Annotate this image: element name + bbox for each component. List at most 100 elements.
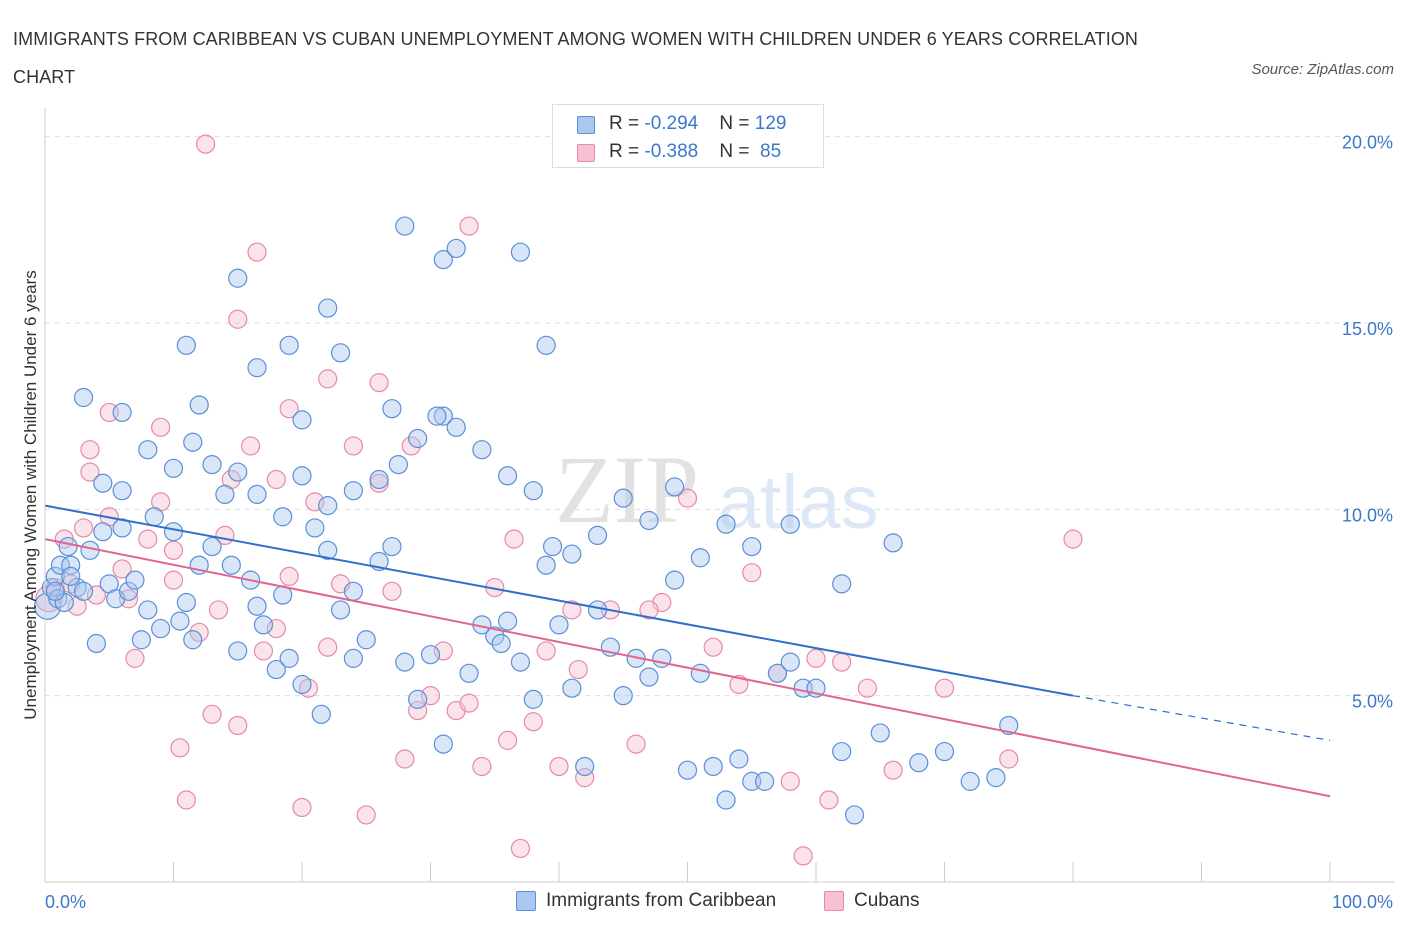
caribbean-point bbox=[228, 268, 248, 288]
caribbean-point bbox=[247, 484, 267, 505]
caribbean-point bbox=[86, 633, 107, 654]
caribbean-point bbox=[163, 522, 184, 542]
caribbean-r-label: R = bbox=[609, 113, 645, 134]
caribbean-point bbox=[575, 756, 595, 777]
caribbean-point bbox=[716, 790, 736, 810]
cubans-swatch bbox=[577, 144, 595, 162]
caribbean-point bbox=[247, 596, 267, 616]
caribbean-point bbox=[330, 343, 351, 363]
caribbean-point bbox=[677, 760, 698, 780]
caribbean-point bbox=[703, 756, 723, 777]
cubans-point bbox=[459, 693, 479, 713]
caribbean-point bbox=[228, 462, 248, 482]
caribbean-point bbox=[183, 432, 203, 452]
caribbean-point bbox=[273, 507, 293, 527]
cubans-point bbox=[253, 641, 274, 661]
cubans-point bbox=[241, 436, 261, 456]
cubans-point bbox=[318, 369, 338, 389]
caribbean-point bbox=[45, 566, 65, 587]
cubans-point bbox=[266, 469, 286, 490]
caribbean-point bbox=[523, 481, 543, 501]
cubans-point bbox=[498, 730, 518, 750]
caribbean-point bbox=[485, 626, 505, 646]
y-axis-label: Unemployment Among Women with Children U… bbox=[21, 270, 40, 719]
axes bbox=[44, 108, 1395, 883]
caribbean-point bbox=[498, 466, 518, 486]
x-tick-label: 100.0% bbox=[1332, 892, 1393, 912]
caribbean-point bbox=[587, 525, 608, 546]
cubans-point bbox=[112, 559, 132, 579]
caribbean-point bbox=[61, 566, 81, 587]
cubans-point bbox=[343, 436, 363, 456]
cubans-point bbox=[459, 216, 479, 236]
cubans-point bbox=[536, 641, 556, 661]
caribbean-point bbox=[131, 630, 151, 650]
caribbean-point bbox=[690, 548, 710, 568]
caribbean-point bbox=[767, 663, 788, 683]
caribbean-point bbox=[909, 753, 929, 773]
chart-title: IMMIGRANTS FROM CARIBBEAN VS CUBAN UNEMP… bbox=[13, 29, 1139, 87]
cubans-point bbox=[305, 492, 325, 512]
watermark: ZIP atlas bbox=[555, 436, 879, 545]
y-tick-label: 5.0% bbox=[1352, 692, 1393, 712]
cubans-point bbox=[356, 805, 376, 825]
cubans-point bbox=[208, 600, 229, 620]
caribbean-point bbox=[491, 633, 511, 654]
cubans-point bbox=[279, 399, 299, 419]
cubans-point bbox=[626, 734, 646, 754]
cubans-point bbox=[202, 704, 222, 724]
caribbean-point bbox=[549, 615, 569, 635]
caribbean-point bbox=[536, 555, 556, 575]
cubans-point bbox=[176, 790, 196, 810]
caribbean-point bbox=[446, 417, 466, 437]
caribbean-point bbox=[176, 592, 196, 613]
caribbean-point bbox=[189, 395, 209, 415]
caribbean-point bbox=[832, 741, 852, 762]
caribbean-point bbox=[665, 570, 685, 590]
cubans-point bbox=[80, 440, 100, 460]
caribbean-point bbox=[690, 663, 710, 683]
caribbean-point bbox=[562, 678, 582, 698]
caribbean-point bbox=[58, 536, 78, 557]
y-tick-labels: 5.0% 10.0% 15.0% 20.0% bbox=[1342, 133, 1393, 712]
caribbean-point bbox=[427, 406, 447, 426]
caribbean-point bbox=[832, 574, 852, 594]
cubans-point bbox=[369, 373, 389, 393]
cubans-n-label: N = bbox=[719, 141, 755, 162]
caribbean-point bbox=[754, 771, 775, 791]
cubans-point bbox=[228, 309, 248, 329]
caribbean-point bbox=[125, 570, 145, 590]
caribbean-point bbox=[388, 454, 408, 475]
caribbean-n-value: 129 bbox=[754, 113, 787, 134]
caribbean-point bbox=[202, 454, 222, 475]
caribbean-point bbox=[292, 466, 312, 486]
cubans-point bbox=[883, 760, 903, 780]
cubans-point bbox=[292, 797, 312, 818]
caribbean-point bbox=[395, 216, 415, 236]
cubans-points bbox=[35, 134, 1083, 866]
cubans-point bbox=[639, 600, 659, 620]
cubans-point bbox=[433, 641, 453, 661]
caribbean-point bbox=[395, 652, 415, 672]
caribbean-point bbox=[472, 440, 492, 460]
cubans-point bbox=[934, 678, 955, 698]
caribbean-point bbox=[665, 477, 685, 497]
caribbean-point bbox=[613, 488, 633, 508]
caribbean-point bbox=[279, 648, 299, 668]
cubans-point bbox=[196, 134, 216, 154]
cubans-point bbox=[999, 749, 1019, 769]
caribbean-point bbox=[170, 611, 190, 631]
cubans-point bbox=[562, 600, 582, 620]
caribbean-point bbox=[93, 473, 113, 493]
caribbean-point bbox=[729, 749, 749, 769]
caribbean-point bbox=[163, 458, 184, 478]
caribbean-point bbox=[382, 536, 402, 557]
caribbean-point bbox=[221, 555, 241, 575]
watermark-atlas: atlas bbox=[718, 460, 879, 545]
cubans-r-label: R = bbox=[609, 141, 645, 162]
cubans-point bbox=[677, 488, 698, 508]
caribbean-point bbox=[459, 663, 479, 683]
y-tick-label: 15.0% bbox=[1342, 319, 1393, 339]
caribbean-point bbox=[45, 581, 65, 601]
caribbean-point bbox=[343, 481, 363, 501]
